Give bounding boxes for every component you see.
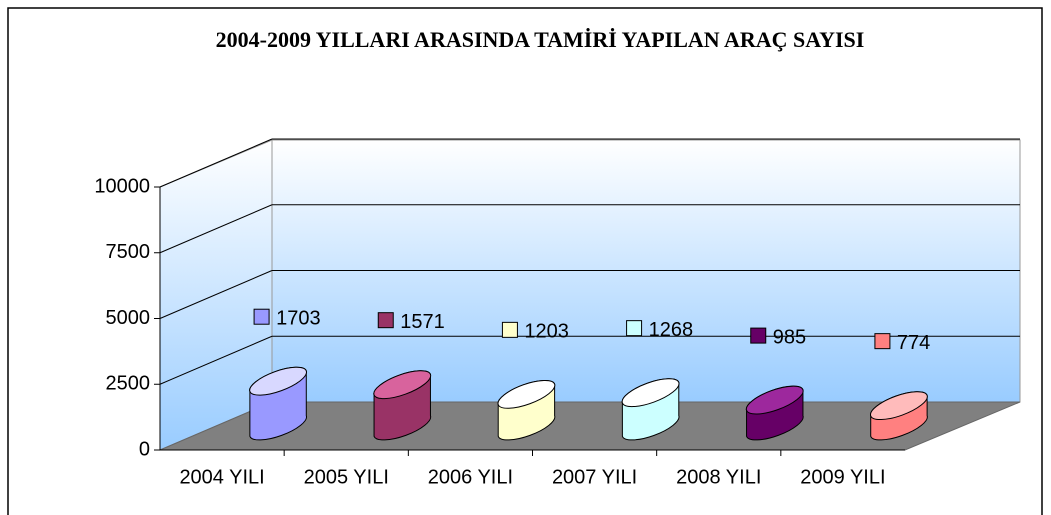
label-key <box>377 312 394 329</box>
label-key <box>874 333 891 350</box>
data-label: 985 <box>773 326 806 348</box>
grid-line <box>159 335 273 385</box>
chart-title: 2004-2009 YILLARI ARASINDA TAMİRİ YAPILA… <box>215 27 865 52</box>
chart-border <box>7 7 1043 515</box>
bar-top <box>621 378 680 408</box>
x-tick-label: 2005 YILI <box>304 466 389 488</box>
bar-top <box>745 385 804 415</box>
x-tick-label: 2007 YILI <box>552 466 637 488</box>
label-key <box>501 321 518 338</box>
x-tick-label: 2004 YILI <box>179 466 264 488</box>
label-key <box>253 308 270 325</box>
x-tick-label: 2006 YILI <box>428 466 513 488</box>
data-label: 774 <box>897 332 930 354</box>
grid-line <box>159 138 273 188</box>
x-tick-label: 2009 YILI <box>800 466 885 488</box>
bar-top <box>373 370 432 400</box>
data-label: 1203 <box>524 321 569 343</box>
y-tick-label: 7500 <box>106 241 151 263</box>
data-label: 1571 <box>400 311 445 333</box>
bar-top <box>497 379 556 409</box>
y-tick-label: 0 <box>139 438 150 460</box>
y-tick-label: 5000 <box>106 307 151 329</box>
label-key <box>626 320 643 337</box>
y-tick-label: 10000 <box>94 175 150 197</box>
bar-top <box>870 391 928 421</box>
x-tick-label: 2008 YILI <box>676 466 761 488</box>
bar-top <box>249 366 307 396</box>
data-label: 1703 <box>276 307 321 329</box>
grid-line <box>159 204 273 254</box>
label-key <box>750 327 767 344</box>
data-label: 1268 <box>649 319 694 341</box>
y-tick-label: 2500 <box>106 373 151 395</box>
grid-line <box>159 270 273 319</box>
